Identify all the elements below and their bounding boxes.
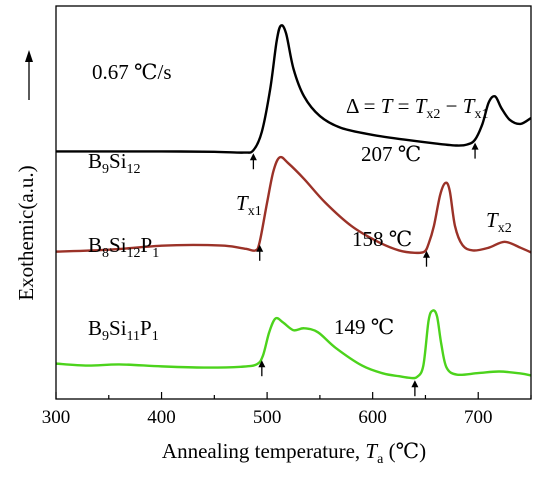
eq-equals: = (392, 94, 414, 118)
arrow-tx1-series-3 (258, 360, 266, 377)
x-axis-title-text: Annealing temperature, (162, 439, 366, 463)
x-tick-label: 600 (358, 407, 387, 428)
curve-series-3 (55, 309, 532, 380)
label-subscript: 9 (102, 162, 109, 177)
delta-t-value-1: 207 ℃ (361, 142, 421, 166)
label-element: B (88, 149, 102, 173)
label-subscript: 11 (127, 329, 140, 344)
series-label-1: B9​Si12​ (88, 149, 141, 177)
label-subscript: 9 (102, 329, 109, 344)
x-tick-label: 300 (42, 407, 71, 428)
delta-t-value-3: 149 ℃ (334, 315, 394, 339)
label-subscript: 1 (152, 329, 159, 344)
x-axis-title: Annealing temperature, Ta (℃) (162, 439, 426, 467)
arrow-head (471, 142, 479, 150)
label-subscript: 12 (127, 162, 141, 177)
tx2-sub: x2 (498, 221, 512, 236)
curve-series-2 (55, 155, 532, 255)
heating-rate-label: 0.67 ℃/s (92, 60, 172, 84)
arrow-tx2-series-1 (471, 142, 479, 159)
series-label-2: B8​Si12​P1​ (88, 233, 159, 261)
label-element: P (140, 316, 152, 340)
label-element: P (141, 233, 153, 257)
y-axis-arrow (25, 50, 33, 100)
label-element: B (88, 316, 102, 340)
arrow-tx2-series-3 (411, 380, 419, 397)
x-axis-title-unit: (℃) (383, 439, 426, 463)
label-subscript: 12 (127, 246, 141, 261)
eq-delta: Δ = (346, 94, 381, 118)
tx1-label: Tx1 (236, 191, 262, 219)
axes: 300 400 500 600 700 Annealing temperature, Ta… (14, 5, 532, 467)
series-label-3: B9​Si11​P1​ (88, 316, 159, 344)
plot-frame (55, 5, 532, 400)
arrow-head (423, 250, 430, 258)
plot-area (55, 24, 532, 380)
label-subscript: 8 (102, 246, 109, 261)
arrow-head (411, 380, 419, 388)
tx1-main: T (236, 191, 249, 215)
curve-series-1 (55, 24, 532, 154)
y-arrow-head (25, 50, 33, 62)
label-element: Si (109, 233, 127, 257)
delta-t-value-2: 158 ℃ (352, 227, 412, 251)
tx2-main: T (486, 208, 499, 232)
eq-minus: − (440, 94, 462, 118)
label-element: Si (109, 149, 127, 173)
arrow-head (256, 244, 264, 252)
arrow-tx2-series-2 (423, 250, 430, 267)
eq-sub-x2: x2 (426, 107, 440, 122)
eq-t3: T (463, 94, 476, 118)
y-axis-title: Exothemic(a.u.) (14, 165, 38, 300)
arrow-tx1-series-2 (256, 244, 264, 261)
delta-t-equation: Δ = T = Tx2 − Tx1 (346, 94, 488, 122)
tx2-label: Tx2 (486, 208, 512, 236)
label-element: B (88, 233, 102, 257)
x-axis-title-symbol: T (365, 439, 378, 463)
eq-sub-x1: x1 (474, 107, 488, 122)
x-tick-label: 500 (253, 407, 282, 428)
label-element: Si (109, 316, 127, 340)
eq-t2: T (415, 94, 428, 118)
arrow-head (258, 360, 266, 368)
x-tick-label: 700 (464, 407, 493, 428)
arrow-tx1-series-1 (249, 153, 257, 170)
x-axis-title-sub: a (377, 452, 384, 467)
arrow-head (249, 153, 257, 161)
label-subscript: 1 (152, 246, 159, 261)
tx1-sub: x1 (248, 204, 262, 219)
eq-t1: T (381, 94, 394, 118)
x-tick-label: 400 (147, 407, 176, 428)
